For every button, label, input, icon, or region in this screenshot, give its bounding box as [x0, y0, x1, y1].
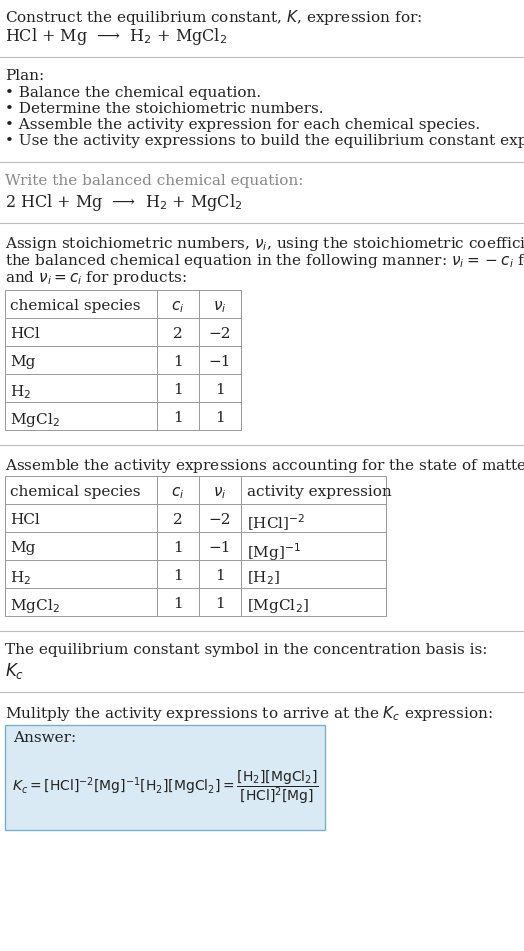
Text: MgCl$_2$: MgCl$_2$: [10, 411, 60, 429]
Text: • Balance the chemical equation.: • Balance the chemical equation.: [5, 86, 261, 100]
Text: −2: −2: [209, 513, 231, 527]
Text: Plan:: Plan:: [5, 69, 44, 83]
Text: HCl: HCl: [10, 327, 40, 341]
Text: $c_i$: $c_i$: [171, 299, 184, 315]
Text: chemical species: chemical species: [10, 485, 140, 499]
Text: HCl + Mg  ⟶  H$_2$ + MgCl$_2$: HCl + Mg ⟶ H$_2$ + MgCl$_2$: [5, 26, 227, 47]
Text: $\nu_i$: $\nu_i$: [213, 299, 227, 315]
Text: • Use the activity expressions to build the equilibrium constant expression.: • Use the activity expressions to build …: [5, 134, 524, 148]
Text: H$_2$: H$_2$: [10, 569, 31, 587]
Bar: [5, 725, 325, 830]
Text: [Mg]$^{-1}$: [Mg]$^{-1}$: [247, 541, 301, 563]
Text: Answer:: Answer:: [13, 731, 77, 745]
Text: Mulitply the activity expressions to arrive at the $K_c$ expression:: Mulitply the activity expressions to arr…: [5, 704, 493, 723]
Text: 1: 1: [173, 411, 183, 425]
Text: $\nu_i$: $\nu_i$: [213, 485, 227, 500]
Text: 2: 2: [173, 327, 183, 341]
Text: the balanced chemical equation in the following manner: $\nu_i = -c_i$ for react: the balanced chemical equation in the fo…: [5, 252, 524, 270]
Text: Assemble the activity expressions accounting for the state of matter and $\nu_i$: Assemble the activity expressions accoun…: [5, 457, 524, 475]
Text: 1: 1: [173, 383, 183, 397]
Text: −1: −1: [209, 355, 231, 369]
Text: 1: 1: [173, 597, 183, 611]
Text: −2: −2: [209, 327, 231, 341]
Text: 1: 1: [215, 411, 225, 425]
Text: • Determine the stoichiometric numbers.: • Determine the stoichiometric numbers.: [5, 102, 323, 116]
Text: activity expression: activity expression: [247, 485, 392, 499]
Text: [H$_2$]: [H$_2$]: [247, 569, 280, 587]
Text: 1: 1: [215, 383, 225, 397]
Text: $c_i$: $c_i$: [171, 485, 184, 500]
Text: Mg: Mg: [10, 541, 36, 555]
Text: $K_c = [\mathrm{HCl}]^{-2}$$[\mathrm{Mg}]^{-1}[\mathrm{H}_2][\mathrm{MgCl}_2] = : $K_c = [\mathrm{HCl}]^{-2}$$[\mathrm{Mg}…: [12, 768, 319, 805]
Text: 1: 1: [173, 569, 183, 583]
Text: chemical species: chemical species: [10, 299, 140, 313]
Text: $K_c$: $K_c$: [5, 661, 24, 681]
Text: HCl: HCl: [10, 513, 40, 527]
Text: 1: 1: [215, 597, 225, 611]
Text: Construct the equilibrium constant, $K$, expression for:: Construct the equilibrium constant, $K$,…: [5, 8, 422, 27]
Text: MgCl$_2$: MgCl$_2$: [10, 597, 60, 615]
Text: 1: 1: [215, 569, 225, 583]
Text: 2 HCl + Mg  ⟶  H$_2$ + MgCl$_2$: 2 HCl + Mg ⟶ H$_2$ + MgCl$_2$: [5, 192, 243, 213]
Text: 2: 2: [173, 513, 183, 527]
Text: and $\nu_i = c_i$ for products:: and $\nu_i = c_i$ for products:: [5, 269, 187, 287]
Text: [HCl]$^{-2}$: [HCl]$^{-2}$: [247, 513, 305, 534]
Text: H$_2$: H$_2$: [10, 383, 31, 400]
Text: [MgCl$_2$]: [MgCl$_2$]: [247, 597, 309, 615]
Bar: [5, 476, 386, 616]
Text: 1: 1: [173, 355, 183, 369]
Bar: [5, 290, 241, 430]
Text: 1: 1: [173, 541, 183, 555]
Text: −1: −1: [209, 541, 231, 555]
Text: • Assemble the activity expression for each chemical species.: • Assemble the activity expression for e…: [5, 118, 480, 132]
Text: Mg: Mg: [10, 355, 36, 369]
Text: The equilibrium constant symbol in the concentration basis is:: The equilibrium constant symbol in the c…: [5, 643, 487, 657]
Text: Write the balanced chemical equation:: Write the balanced chemical equation:: [5, 174, 303, 188]
Text: Assign stoichiometric numbers, $\nu_i$, using the stoichiometric coefficients, $: Assign stoichiometric numbers, $\nu_i$, …: [5, 235, 524, 253]
